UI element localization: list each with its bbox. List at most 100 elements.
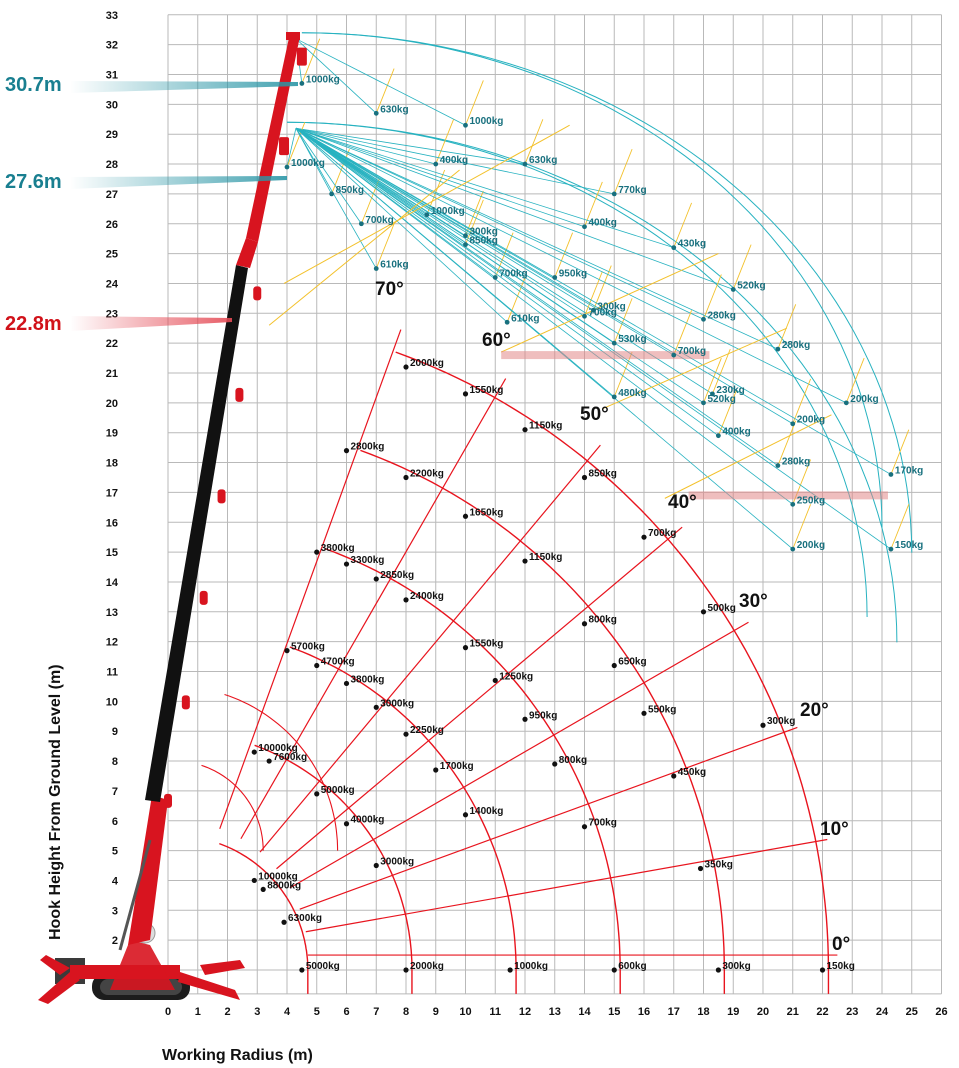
jib-arc: [301, 32, 883, 528]
jib-load-label: 1000kg: [431, 206, 465, 217]
boom-length-22-8: 22.8m: [5, 313, 62, 335]
main-load-point: [373, 862, 379, 869]
jib-load-point: [329, 191, 335, 197]
jib-load-label: 200kg: [850, 394, 878, 405]
angle-ray: [219, 329, 402, 830]
main-load-point: [343, 680, 350, 687]
jib-load-label: 530kg: [618, 334, 646, 345]
y-tick-label: 32: [106, 40, 118, 52]
length-pointer-22-8: [70, 316, 232, 331]
jib-load-label: 170kg: [895, 465, 923, 476]
main-load-point: [403, 967, 409, 973]
main-load-point: [251, 877, 257, 884]
x-tick-label: 6: [343, 1006, 349, 1018]
angle-ray: [276, 526, 683, 870]
main-load-point: [403, 364, 409, 370]
jib-offset-line: [506, 277, 526, 323]
jib-line: [295, 127, 594, 311]
main-load-point: [819, 967, 826, 973]
jib-load-label: 400kg: [722, 427, 750, 438]
main-load-label: 800kg: [589, 615, 617, 626]
hook-block: [164, 793, 172, 808]
jib-load-point: [504, 319, 510, 325]
main-load-point: [462, 645, 469, 651]
y-tick-label: 2: [112, 935, 118, 947]
jib-line: [295, 127, 734, 290]
main-load-label: 800kg: [559, 755, 587, 766]
jib-line: [295, 127, 793, 505]
jib-offset-line: [717, 390, 737, 436]
main-load-label: 1250kg: [499, 671, 533, 682]
jib-load-label: 1000kg: [291, 158, 325, 169]
jib-load-label: 950kg: [559, 268, 587, 279]
y-axis-title: Hook Height From Ground Level (m): [47, 664, 64, 940]
jib-line: [295, 127, 892, 475]
jib-load-point: [433, 161, 439, 167]
jib-chord: [602, 327, 788, 410]
main-load-label: 7600kg: [273, 752, 307, 763]
jib-angle-bar: [501, 351, 710, 360]
jib-load-point: [582, 224, 587, 230]
main-load-label: 450kg: [678, 767, 706, 778]
jib-load-label: 770kg: [618, 185, 646, 196]
y-tick-label: 29: [106, 129, 118, 141]
x-tick-label: 25: [906, 1006, 918, 1018]
jib-load-point: [373, 266, 379, 271]
main-load-point: [697, 865, 704, 872]
y-tick-label: 21: [106, 368, 118, 380]
y-tick-label: 8: [112, 756, 118, 768]
y-tick-label: 22: [106, 338, 118, 350]
jib-line: [295, 127, 719, 437]
x-tick-label: 20: [757, 1006, 769, 1018]
hook-block: [279, 137, 290, 156]
y-tick-label: 10: [106, 696, 118, 708]
main-load-label: 3000kg: [380, 857, 414, 868]
jib-line: [295, 127, 526, 165]
main-load-label: 950kg: [529, 710, 557, 721]
main-load-label: 3800kg: [321, 543, 355, 554]
jib-offset-line: [890, 504, 910, 550]
main-load-label: 350kg: [705, 860, 733, 871]
jib-load-point: [611, 340, 617, 346]
jib-load-label: 250kg: [797, 495, 825, 506]
main-load-point: [462, 513, 469, 519]
jib-load-label: 700kg: [499, 268, 527, 279]
y-tick-label: 11: [106, 667, 118, 679]
main-load-label: 1150kg: [529, 552, 562, 563]
jib-line: [295, 127, 585, 228]
jib-load-point: [522, 161, 528, 167]
main-load-point: [403, 597, 409, 603]
y-tick-label: 27: [106, 189, 118, 201]
main-load-label: 700kg: [589, 818, 617, 829]
jib-load-point: [591, 307, 596, 313]
jib-offset-line: [465, 80, 484, 126]
x-tick-label: 19: [727, 1006, 739, 1018]
jib-load-point: [790, 501, 796, 507]
y-tick-label: 33: [106, 10, 118, 22]
x-tick-label: 16: [638, 1006, 650, 1018]
jib-load-label: 150kg: [895, 540, 923, 551]
jib-line: [295, 127, 585, 317]
jib-load-point: [775, 463, 781, 468]
jib-line: [295, 127, 779, 350]
y-tick-label: 5: [112, 846, 118, 858]
main-load-label: 1150kg: [529, 421, 562, 432]
jib-lines: [268, 32, 913, 643]
jib-load-point: [710, 391, 715, 397]
main-load-label: 5000kg: [321, 785, 355, 796]
y-tick-label: 24: [106, 278, 119, 290]
jib-offset-line: [375, 223, 395, 269]
angle-label-20: 20°: [800, 700, 829, 721]
main-load-label: 4000kg: [351, 815, 385, 826]
main-load-label: 8800kg: [267, 880, 301, 891]
jib-offset-line: [613, 148, 633, 195]
jib-load-label: 280kg: [782, 457, 810, 468]
jib-arc: [301, 32, 913, 553]
main-load-point: [403, 731, 409, 737]
jib-line: [295, 127, 847, 404]
angle-ray: [299, 726, 798, 910]
jib-load-point: [790, 546, 796, 552]
jib-line: [295, 127, 892, 550]
x-tick-label: 4: [284, 1006, 291, 1018]
main-load-label: 1550kg: [470, 385, 504, 396]
